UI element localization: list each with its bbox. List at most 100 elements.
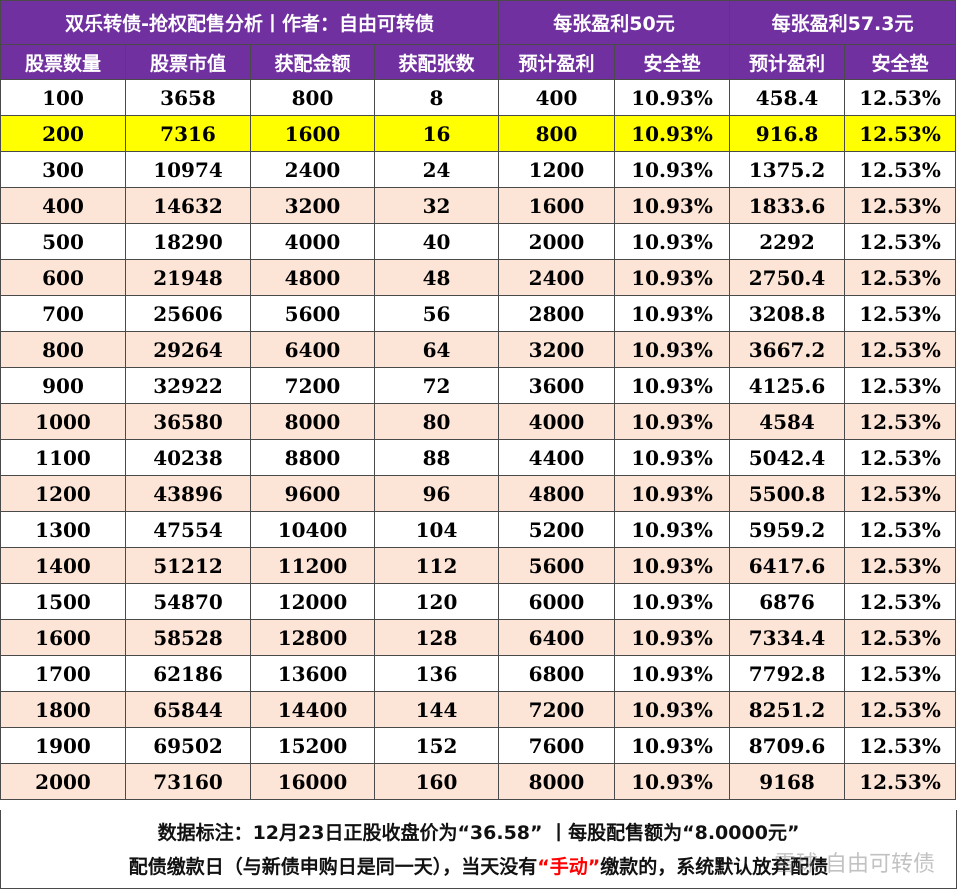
cell-safety-50: 10.93% <box>614 187 731 224</box>
cell-allotted-count: 48 <box>373 259 500 296</box>
column-header-shares: 股票数量 <box>0 44 126 80</box>
cell-profit-57-3: 4125.6 <box>729 367 846 404</box>
cell-allotted-amount: 8000 <box>250 403 375 440</box>
cell-profit-57-3: 2292 <box>729 223 846 260</box>
cell-allotted-amount: 4000 <box>250 223 375 260</box>
cell-profit-57-3: 8251.2 <box>729 691 846 728</box>
cell-market-value: 47554 <box>125 511 251 548</box>
cell-safety-50: 10.93% <box>614 331 731 368</box>
cell-allotted-amount: 15200 <box>250 727 375 764</box>
cell-safety-50: 10.93% <box>614 619 731 656</box>
payment-note-end: 缴款的，系统默认放弃配债 <box>600 856 829 878</box>
cell-shares: 900 <box>0 367 126 404</box>
cell-market-value: 32922 <box>125 367 251 404</box>
cell-profit-57-3: 5500.8 <box>729 475 846 512</box>
payment-note-start: 配债缴款日（与新债申购日是同一天），当天没有 <box>128 856 538 878</box>
cell-profit-57-3: 2750.4 <box>729 259 846 296</box>
cell-allotted-count: 112 <box>373 547 500 584</box>
cell-market-value: 10974 <box>125 151 251 188</box>
cell-allotted-amount: 11200 <box>250 547 375 584</box>
column-header-safety-57-3: 安全垫 <box>844 44 957 80</box>
cell-shares: 1300 <box>0 511 126 548</box>
cell-allotted-count: 24 <box>373 151 500 188</box>
cell-safety-50: 10.93% <box>614 223 731 260</box>
cell-allotted-count: 56 <box>373 295 500 332</box>
table-body: 100 3658 800 8 400 10.93% 458.4 12.53% 200 7316 16… <box>0 79 957 800</box>
cell-safety-57-3: 12.53% <box>844 763 957 800</box>
table-row: 1500 54870 12000 120 6000 10.93% 6876 12.53% <box>0 583 957 620</box>
cell-shares: 1000 <box>0 403 126 440</box>
column-header-allotted-count: 获配张数 <box>373 44 500 80</box>
cell-profit-50: 7600 <box>498 727 616 764</box>
cell-allotted-count: 120 <box>373 583 500 620</box>
column-header-profit-57-3: 预计盈利 <box>729 44 846 80</box>
cell-profit-50: 8000 <box>498 763 616 800</box>
cell-allotted-count: 80 <box>373 403 500 440</box>
cell-safety-50: 10.93% <box>614 115 731 152</box>
cell-allotted-amount: 800 <box>250 79 375 116</box>
cell-market-value: 7316 <box>125 115 251 152</box>
cell-profit-50: 6800 <box>498 655 616 692</box>
cell-market-value: 65844 <box>125 691 251 728</box>
cell-allotted-count: 144 <box>373 691 500 728</box>
cell-profit-50: 7200 <box>498 691 616 728</box>
cell-safety-57-3: 12.53% <box>844 187 957 224</box>
cell-safety-57-3: 12.53% <box>844 295 957 332</box>
cell-profit-57-3: 5959.2 <box>729 511 846 548</box>
cell-safety-57-3: 12.53% <box>844 223 957 260</box>
cell-profit-57-3: 3667.2 <box>729 331 846 368</box>
cell-allotted-amount: 12000 <box>250 583 375 620</box>
footnote-panel: 数据标注：12月23日正股收盘价为“36.58” 丨每股配售额为“8.0000元… <box>0 810 957 889</box>
cell-allotted-count: 136 <box>373 655 500 692</box>
cell-profit-57-3: 3208.8 <box>729 295 846 332</box>
table-row: 1000 36580 8000 80 4000 10.93% 4584 12.53% <box>0 403 957 440</box>
cell-shares: 200 <box>0 115 126 152</box>
cell-market-value: 14632 <box>125 187 251 224</box>
cell-safety-50: 10.93% <box>614 295 731 332</box>
allotment-analysis-table: 双乐转债-抢权配售分析丨作者：自由可转债 每张盈利50元 每张盈利57.3元 股… <box>0 0 957 800</box>
table-row: 1200 43896 9600 96 4800 10.93% 5500.8 12.53% <box>0 475 957 512</box>
cell-profit-57-3: 5042.4 <box>729 439 846 476</box>
cell-profit-50: 3600 <box>498 367 616 404</box>
cell-profit-57-3: 458.4 <box>729 79 846 116</box>
cell-safety-50: 10.93% <box>614 763 731 800</box>
cell-shares: 1600 <box>0 619 126 656</box>
cell-market-value: 54870 <box>125 583 251 620</box>
cell-shares: 500 <box>0 223 126 260</box>
cell-safety-57-3: 12.53% <box>844 655 957 692</box>
table-row: 1300 47554 10400 104 5200 10.93% 5959.2 12.53% <box>0 511 957 548</box>
cell-safety-50: 10.93% <box>614 691 731 728</box>
cell-safety-57-3: 12.53% <box>844 151 957 188</box>
cell-shares: 1900 <box>0 727 126 764</box>
cell-shares: 700 <box>0 295 126 332</box>
cell-safety-57-3: 12.53% <box>844 439 957 476</box>
cell-allotted-amount: 12800 <box>250 619 375 656</box>
cell-profit-50: 2000 <box>498 223 616 260</box>
cell-market-value: 58528 <box>125 619 251 656</box>
cell-shares: 1700 <box>0 655 126 692</box>
table-row: 300 10974 2400 24 1200 10.93% 1375.2 12.53% <box>0 151 957 188</box>
cell-safety-50: 10.93% <box>614 475 731 512</box>
cell-allotted-amount: 16000 <box>250 763 375 800</box>
cell-profit-50: 6000 <box>498 583 616 620</box>
cell-profit-50: 2400 <box>498 259 616 296</box>
cell-market-value: 43896 <box>125 475 251 512</box>
cell-shares: 2000 <box>0 763 126 800</box>
main-title: 双乐转债-抢权配售分析丨作者：自由可转债 <box>0 0 500 45</box>
group-title-50: 每张盈利50元 <box>498 0 731 45</box>
cell-allotted-count: 16 <box>373 115 500 152</box>
cell-shares: 1800 <box>0 691 126 728</box>
cell-allotted-amount: 4800 <box>250 259 375 296</box>
cell-shares: 300 <box>0 151 126 188</box>
cell-safety-50: 10.93% <box>614 439 731 476</box>
cell-allotted-amount: 13600 <box>250 655 375 692</box>
cell-profit-50: 3200 <box>498 331 616 368</box>
table-row: 600 21948 4800 48 2400 10.93% 2750.4 12.53% <box>0 259 957 296</box>
footnote-payment-note: 配债缴款日（与新债申购日是同一天），当天没有“手动”缴款的，系统默认放弃配债 <box>1 852 956 879</box>
cell-allotted-amount: 14400 <box>250 691 375 728</box>
table-row: 100 3658 800 8 400 10.93% 458.4 12.53% <box>0 79 957 116</box>
cell-safety-57-3: 12.53% <box>844 115 957 152</box>
cell-market-value: 73160 <box>125 763 251 800</box>
cell-allotted-count: 72 <box>373 367 500 404</box>
cell-allotted-count: 96 <box>373 475 500 512</box>
